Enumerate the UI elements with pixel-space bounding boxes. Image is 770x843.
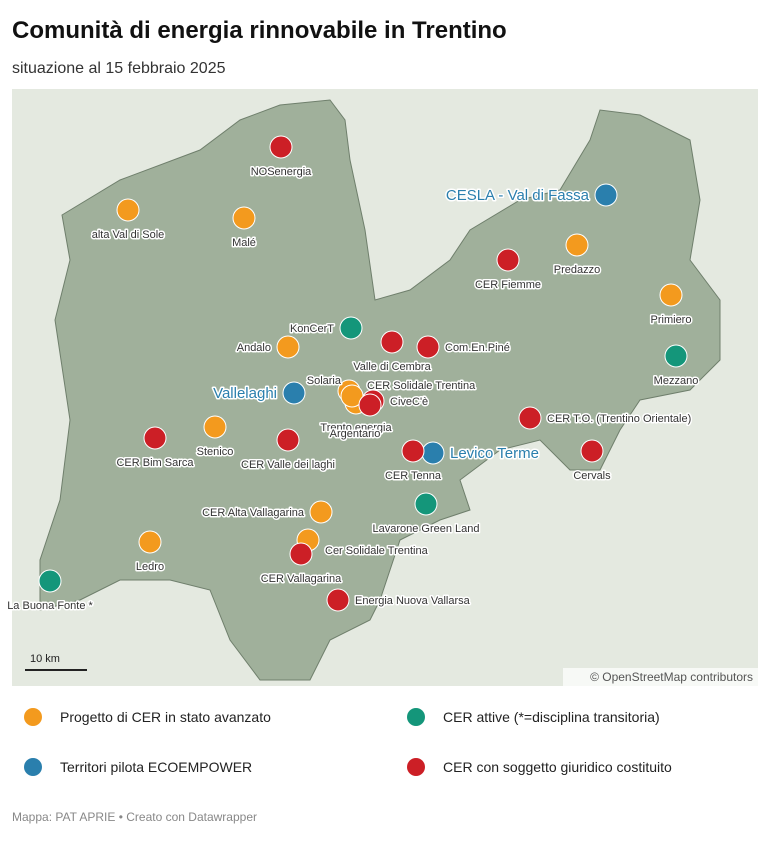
attribution: © OpenStreetMap contributors: [590, 670, 753, 684]
legend-swatch: [24, 758, 42, 776]
marker-label: Vallelaghi: [213, 385, 277, 402]
marker-label: Andalo: [237, 342, 271, 354]
marker-label: CESLA - Val di Fassa: [446, 187, 590, 204]
map-marker: [580, 439, 604, 463]
map-marker: [664, 344, 688, 368]
province-area: [39, 99, 721, 681]
attribution-bg: [563, 668, 758, 686]
points: alta Val di Sole Malé Predazzo Primiero Anda…: [6, 135, 700, 613]
marker-label: Mezzano: [654, 375, 699, 387]
map-marker: [203, 415, 227, 439]
map-marker: [282, 381, 306, 405]
marker-label: KonCerT: [290, 323, 334, 335]
marker-label: CER Valle dei laghi: [241, 459, 335, 471]
legend-label: CER attive (*=disciplina transitoria): [443, 709, 660, 725]
legend-label: Territori pilota ECOEMPOWER: [60, 759, 252, 775]
map-marker: [594, 183, 618, 207]
marker-label: Primiero: [651, 314, 692, 326]
map-marker: [421, 441, 445, 465]
map-marker: [339, 316, 363, 340]
marker-label: Cer Solidale Trentina: [325, 545, 429, 557]
marker-label: NOSenergia: [251, 166, 312, 178]
marker-label: CER Tenna: [385, 470, 442, 482]
marker-label: CER Alta Vallagarina: [202, 507, 305, 519]
map-marker: [276, 428, 300, 452]
marker-label: alta Val di Sole: [92, 229, 165, 241]
map-marker: [143, 426, 167, 450]
marker-label: La Buona Fonte *: [7, 600, 93, 612]
legend-swatch: [407, 708, 425, 726]
map-marker: [138, 530, 162, 554]
marker-label: Com.En.Piné: [445, 342, 510, 354]
marker-label: CER Fiemme: [475, 279, 541, 291]
scale-label: 10 km: [30, 653, 60, 665]
marker-label: Levico Terme: [450, 445, 539, 462]
marker-label: Malé: [232, 237, 256, 249]
legend-label: Progetto di CER in stato avanzato: [60, 709, 271, 725]
map-marker: [269, 135, 293, 159]
map-marker: [414, 492, 438, 516]
marker-label: Valle di Cembra: [353, 361, 431, 373]
map-marker: [232, 206, 256, 230]
legend: Progetto di CER in stato avanzato CER att…: [24, 708, 672, 776]
marker-label: Energia Nuova Vallarsa: [355, 595, 471, 607]
marker-label: Argentario: [330, 428, 381, 440]
map-marker: [518, 406, 542, 430]
marker-label: CER Solidale Trentina: [367, 380, 476, 392]
marker-label: Stenico: [197, 446, 234, 458]
map-marker: [309, 500, 333, 524]
marker-label: Predazzo: [554, 264, 600, 276]
map-marker: [380, 330, 404, 354]
legend-label: CER con soggetto giuridico costituito: [443, 759, 672, 775]
marker-label: Lavarone Green Land: [372, 523, 479, 535]
marker-label: Solaria: [307, 375, 342, 387]
map-marker: [565, 233, 589, 257]
map-marker: [401, 439, 425, 463]
marker-label: Ledro: [136, 561, 164, 573]
marker-label: Cervals: [573, 470, 611, 482]
map-marker: [358, 393, 382, 417]
map-marker: [116, 198, 140, 222]
marker-label: CER T.O. (Trentino Orientale): [547, 413, 691, 425]
marker-label: CER Bim Sarca: [116, 457, 194, 469]
map-marker: [326, 588, 350, 612]
map-marker: [416, 335, 440, 359]
legend-swatch: [407, 758, 425, 776]
map-marker: [659, 283, 683, 307]
map-marker: [38, 569, 62, 593]
footer: Mappa: PAT APRIE • Creato con Datawrappe…: [12, 810, 257, 824]
title: Comunità di energia rinnovabile in Trent…: [12, 17, 507, 44]
map-marker: [276, 335, 300, 359]
marker-label: CiveC'è: [390, 396, 428, 408]
subtitle: situazione al 15 febbraio 2025: [12, 60, 226, 77]
map: alta Val di Sole Malé Predazzo Primiero Anda…: [6, 89, 758, 686]
marker-label: Trento energia: [320, 422, 392, 434]
marker-label: CER Vallagarina: [261, 573, 342, 585]
map-marker: [496, 248, 520, 272]
map-marker: [289, 542, 313, 566]
legend-swatch: [24, 708, 42, 726]
